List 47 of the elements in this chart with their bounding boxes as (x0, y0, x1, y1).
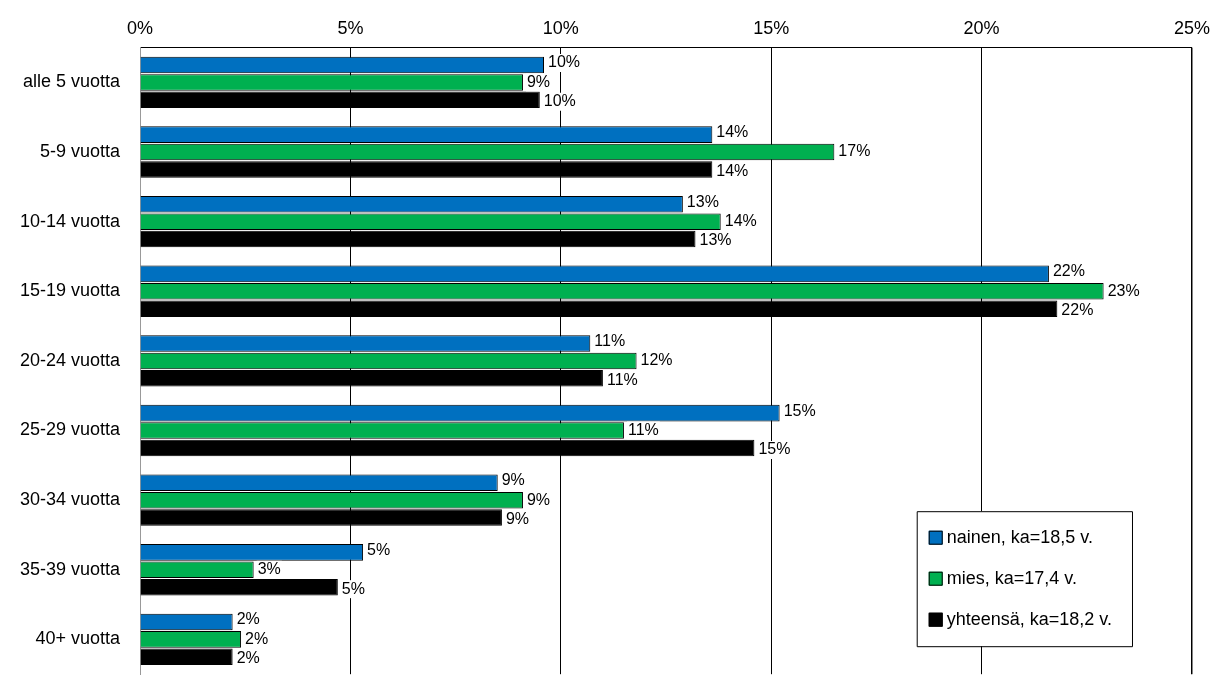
data-label: 14% (716, 161, 749, 179)
data-label: 10% (548, 53, 581, 71)
y-tick-label: 40+ vuotta (35, 628, 122, 649)
bar (140, 648, 233, 666)
data-label: 5% (367, 540, 391, 558)
data-label: 3% (257, 560, 281, 578)
legend-label: mies, ka=17,4 v. (946, 567, 1077, 588)
y-tick-label: 30-34 vuotta (19, 489, 122, 510)
data-label: 9% (505, 509, 530, 527)
y-tick-label: 20-24 vuotta (19, 349, 122, 370)
data-label: 5% (341, 579, 365, 597)
data-label: 13% (686, 192, 719, 210)
y-tick-label: 35-39 vuotta (19, 558, 122, 579)
data-label: 11% (627, 420, 659, 438)
data-label: 22% (1052, 262, 1085, 280)
legend-label: nainen, ka=18,5 v. (946, 526, 1093, 547)
data-label: 15% (758, 440, 791, 458)
data-label: 2% (245, 629, 269, 647)
data-label: 22% (1061, 301, 1094, 319)
data-label: 23% (1107, 281, 1140, 299)
y-tick-label: 15-19 vuotta (19, 280, 122, 301)
data-label: 9% (526, 490, 551, 508)
legend-label: yhteensä, ka=18,2 v. (946, 608, 1112, 629)
data-label: 17% (838, 142, 871, 160)
x-tick-label: 10% (542, 17, 579, 38)
data-label: 11% (594, 331, 626, 349)
x-tick-label: 0% (127, 17, 154, 38)
bar (140, 578, 338, 596)
data-label: 10% (543, 92, 576, 110)
data-label: 14% (716, 123, 749, 141)
data-label: 13% (699, 231, 732, 249)
y-tick-label: 25-29 vuotta (19, 419, 122, 440)
x-tick-label: 15% (753, 17, 790, 38)
y-tick-label: 10-14 vuotta (19, 210, 122, 231)
data-label: 14% (724, 212, 757, 230)
data-label: 9% (526, 72, 551, 90)
x-tick-label: 5% (337, 17, 364, 38)
x-tick-label: 25% (1173, 17, 1210, 38)
y-tick-label: 5-9 vuotta (40, 141, 122, 161)
y-tick-label: alle 5 vuotta (22, 71, 122, 92)
data-label: 11% (606, 370, 638, 388)
data-label: 12% (640, 351, 673, 369)
data-label: 2% (236, 649, 260, 667)
data-label: 9% (501, 471, 525, 489)
x-tick-label: 20% (963, 17, 1000, 38)
data-label: 2% (236, 610, 260, 628)
data-label: 15% (783, 401, 816, 419)
